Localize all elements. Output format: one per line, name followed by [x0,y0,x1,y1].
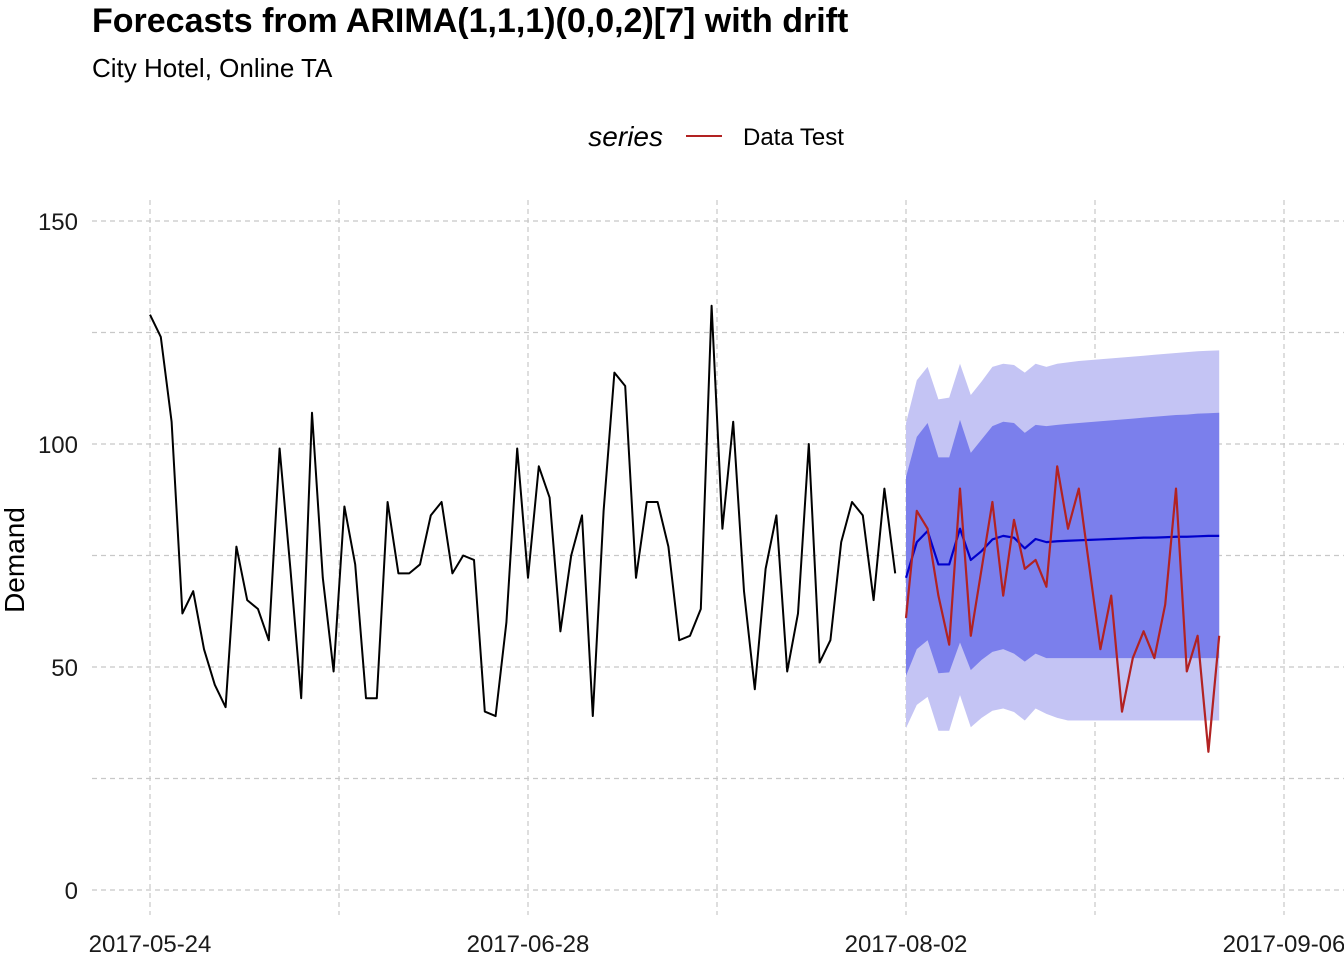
prediction-interval-80 [906,412,1220,676]
y-tick-labels: 0 50 100 150 [38,209,78,905]
x-tick-label: 2017-05-24 [89,931,212,958]
legend-label-data-test: Data Test [743,124,844,151]
y-tick-label: 50 [51,655,78,682]
legend: series Data Test [588,121,844,152]
x-tick-label: 2017-08-02 [845,931,968,958]
x-tick-label: 2017-09-06 [1223,931,1344,958]
training-series-line [149,304,897,718]
x-tick-label: 2017-06-28 [467,931,590,958]
chart-subtitle: City Hotel, Online TA [92,53,333,83]
chart-title: Forecasts from ARIMA(1,1,1)(0,0,2)[7] wi… [92,2,848,40]
x-tick-labels: 2017-05-24 2017-06-28 2017-08-02 2017-09-06 [89,931,1344,958]
y-axis-label: Demand [0,507,30,613]
y-tick-label: 0 [65,878,78,905]
legend-title: series [588,121,663,152]
y-tick-label: 150 [38,209,78,236]
forecast-mean-line [904,527,1220,579]
test-series-line [904,465,1221,753]
y-tick-label: 100 [38,432,78,459]
series-lines [149,304,1221,753]
